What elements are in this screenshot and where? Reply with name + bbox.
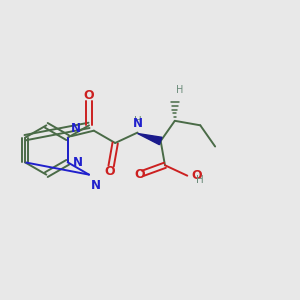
Text: H: H [196, 176, 203, 185]
Text: N: N [73, 156, 83, 169]
Text: O: O [104, 165, 115, 178]
Text: H: H [134, 116, 141, 126]
Text: N: N [133, 117, 142, 130]
Text: N: N [71, 122, 81, 135]
Text: O: O [191, 169, 202, 182]
Text: N: N [91, 179, 101, 192]
Text: H: H [176, 85, 183, 95]
Text: O: O [84, 89, 94, 102]
Text: O: O [135, 168, 145, 181]
Polygon shape [137, 134, 162, 145]
